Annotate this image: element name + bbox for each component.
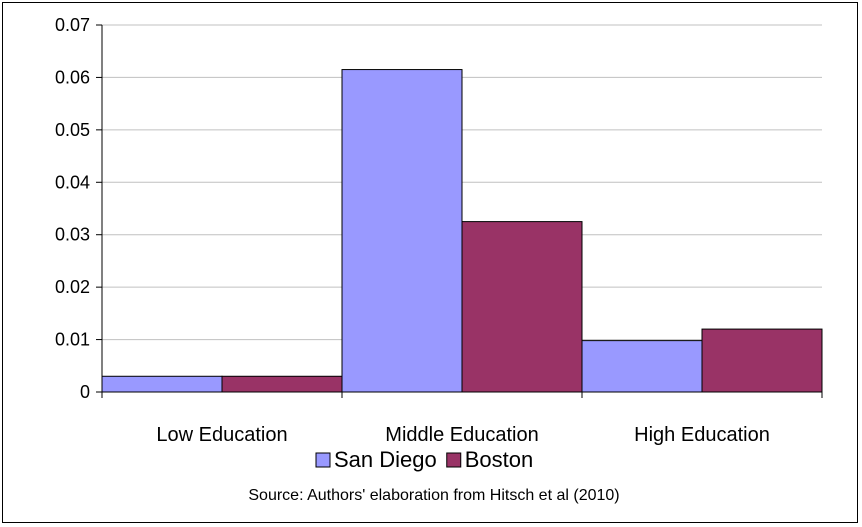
- y-tick-label: 0.02: [55, 277, 90, 297]
- x-axis-labels: Low Education Middle Education High Educat…: [156, 424, 769, 446]
- bar: [582, 341, 702, 392]
- y-axis-ticks: 0 0.01 0.02 0.03 0.04 0.05 0.06 0.07: [55, 15, 102, 402]
- y-tick-label: 0.06: [55, 67, 90, 87]
- legend-swatch: [316, 453, 330, 467]
- bar: [462, 222, 582, 392]
- x-tick-label: Middle Education: [385, 424, 538, 446]
- y-tick-label: 0.05: [55, 120, 90, 140]
- bar: [222, 376, 342, 392]
- y-tick-label: 0.01: [55, 330, 90, 350]
- legend-swatch: [447, 453, 461, 467]
- x-tick-label: High Education: [634, 424, 770, 446]
- legend-label: Boston: [465, 447, 534, 472]
- y-tick-label: 0: [80, 382, 90, 402]
- bars: [102, 70, 822, 392]
- legend-label: San Diego: [334, 447, 437, 472]
- x-tick-label: Low Education: [156, 424, 287, 446]
- source-note: Source: Authors' elaboration from Hitsch…: [248, 487, 619, 504]
- legend: San Diego Boston: [316, 447, 533, 472]
- y-tick-label: 0.04: [55, 172, 90, 192]
- y-tick-label: 0.03: [55, 225, 90, 245]
- bar: [702, 329, 822, 392]
- bar: [102, 376, 222, 392]
- bar: [342, 70, 462, 392]
- y-tick-label: 0.07: [55, 15, 90, 35]
